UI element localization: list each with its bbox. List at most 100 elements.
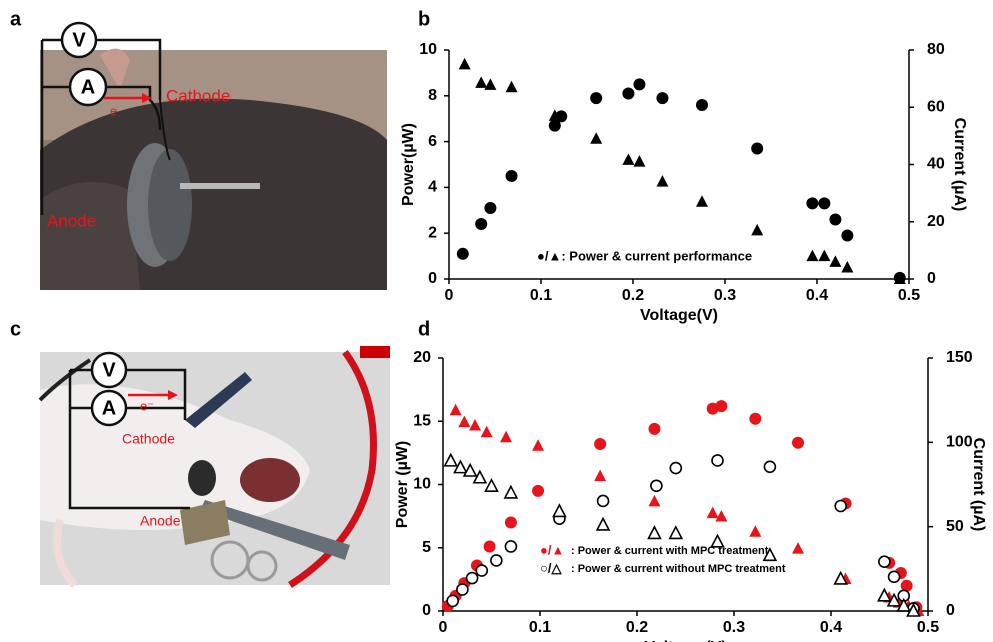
power-point [650, 479, 663, 493]
power-point [622, 87, 635, 100]
current-point [590, 132, 603, 144]
x-tick-label: 0.1 [530, 287, 552, 304]
voltmeter-label: V [72, 29, 86, 51]
power-point [806, 197, 819, 210]
photo-c: V A e⁻ Cathode Anode [38, 346, 390, 588]
power-point [751, 142, 764, 155]
panel-label: d [418, 318, 430, 340]
y2-axis-title: Current (µA) [970, 438, 987, 532]
current-point [475, 76, 488, 88]
y-tick-label: 0 [422, 602, 431, 619]
current-point [622, 153, 635, 165]
current-point [484, 78, 497, 90]
power-point [829, 213, 842, 226]
panel-label: a [10, 8, 22, 30]
x-tick-label: 0 [445, 287, 454, 304]
y2-tick-label: 0 [927, 270, 936, 287]
y2-tick-label: 20 [927, 213, 945, 230]
y-tick-label: 15 [413, 412, 431, 429]
anode-label: Anode [47, 211, 96, 230]
power-point [887, 570, 901, 584]
current-point [458, 415, 471, 428]
y2-tick-label: 80 [927, 41, 945, 58]
power-point [669, 461, 683, 475]
current-point [896, 597, 912, 612]
current-point [595, 516, 611, 531]
ammeter-label: A [81, 76, 95, 98]
photo-a: V A e Cathode Anode [40, 21, 387, 290]
current-point [633, 155, 646, 167]
current-point [751, 223, 764, 236]
power-point [475, 218, 488, 231]
y2-tick-label: 50 [946, 518, 964, 535]
current-point [449, 403, 462, 416]
power-point [456, 583, 469, 596]
y-axis-title: Power(µW) [400, 123, 417, 206]
y2-axis-title: Current (µA) [951, 118, 968, 212]
power-point [633, 78, 646, 91]
current-point [668, 525, 684, 540]
y-tick-label: 10 [413, 476, 431, 493]
current-point [443, 452, 459, 467]
power-point [792, 436, 805, 449]
x-tick-label: 0.5 [898, 287, 920, 304]
power-point [484, 202, 497, 215]
power-point [648, 422, 661, 435]
current-point [532, 439, 545, 451]
power-point [483, 540, 496, 553]
x-axis-title: Voltage(V) [640, 307, 718, 324]
current-point [806, 249, 819, 262]
current-point [710, 533, 725, 548]
x-tick-label: 0.4 [806, 287, 828, 304]
current-point [706, 506, 719, 519]
current-point [749, 525, 762, 537]
power-point [465, 571, 479, 585]
power-point [834, 499, 848, 513]
power-point [715, 400, 728, 413]
current-point [833, 570, 849, 585]
power-point [456, 247, 469, 260]
current-point [656, 175, 669, 187]
ammeter-label: A [102, 397, 116, 419]
power-point [490, 554, 503, 567]
y-tick-label: 5 [422, 539, 431, 556]
power-point [763, 460, 777, 474]
electron-label: e [110, 103, 117, 118]
current-point [696, 195, 708, 207]
y-tick-label: 20 [413, 349, 431, 366]
y-tick-label: 0 [428, 270, 437, 287]
current-point [500, 430, 513, 443]
panel-label: c [10, 318, 21, 340]
legend-text: : Power & current without MPC treatment [571, 563, 786, 575]
current-point [877, 587, 892, 602]
current-point [893, 272, 906, 284]
power-point [594, 438, 607, 451]
current-point [462, 462, 478, 477]
y2-tick-label: 40 [927, 156, 945, 173]
y2-tick-label: 100 [946, 434, 973, 451]
power-point [505, 169, 518, 182]
current-point [503, 484, 519, 499]
power-point [446, 594, 460, 608]
power-point [878, 555, 891, 568]
y2-tick-label: 150 [946, 349, 973, 366]
x-tick-label: 0.4 [820, 619, 842, 636]
current-point [762, 547, 778, 562]
y2-tick-label: 0 [946, 602, 955, 619]
current-point [480, 425, 493, 438]
current-point [552, 503, 567, 518]
current-point [472, 469, 488, 484]
cathode-label: Cathode [166, 86, 230, 105]
y-axis-title: Power (µW) [394, 441, 411, 528]
power-point [475, 564, 489, 577]
y-tick-label: 2 [428, 224, 437, 241]
current-point [647, 525, 662, 540]
x-tick-label: 0.3 [723, 619, 745, 636]
power-point [656, 92, 669, 105]
current-point [458, 57, 471, 70]
y-tick-label: 8 [428, 87, 437, 104]
current-point [594, 469, 607, 482]
x-tick-label: 0 [439, 619, 448, 636]
current-point [548, 109, 561, 121]
